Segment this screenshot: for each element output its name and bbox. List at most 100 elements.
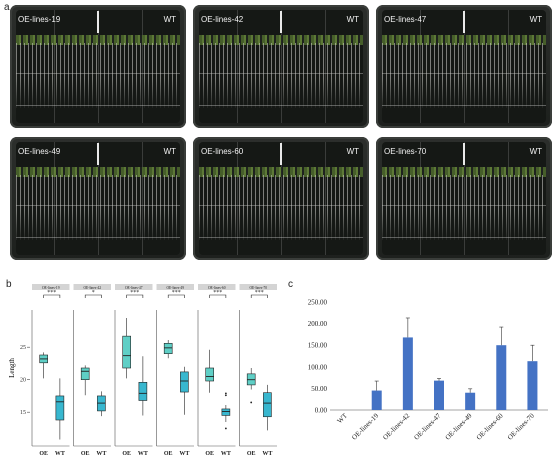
bar [371,390,382,410]
box-outlier [224,392,227,395]
box-oe [205,367,214,382]
seedling-shoots [16,35,180,45]
plate-divider-line [97,11,99,33]
plate-divider-line [463,143,465,165]
plate-photo: OE-lines-49 WT [10,137,186,260]
significance-stars: * [92,290,95,296]
facet-header [32,284,70,290]
x-tick-label: WT [55,451,65,457]
y-axis-label: Length [8,358,16,378]
seedling-roots [199,43,363,108]
y-tick-label: 15 [20,410,26,416]
x-tick-label: OE-lines-60 [475,411,505,441]
panel-label-b: b [6,279,12,290]
box-wt [221,408,231,416]
facet-title: OE-lines-70 [249,286,267,290]
y-tick-label: 250.00 [308,299,328,307]
box-wt [263,392,272,418]
plate-photo: OE-lines-42 WT [193,5,369,128]
plate-label-line: OE-lines-19 [18,15,61,24]
facet-header [115,284,153,290]
x-tick-label: WT [96,451,106,457]
bar [527,361,538,410]
panel-label-a: a [4,2,10,13]
box-oe [122,335,131,369]
facet-header [198,284,236,290]
bar [402,337,413,410]
x-tick-label: OE [247,451,256,457]
y-tick-label: 100.00 [308,363,328,371]
seedling-shoots [16,167,180,177]
facet-title: OE-lines-19 [42,286,60,290]
significance-bracket [167,294,185,298]
seedling-roots [199,175,363,240]
x-tick-label: OE-lines-47 [413,411,443,441]
seedling-roots [16,43,180,108]
plate-label-wt: WT [163,147,176,156]
significance-stars: *** [130,290,139,296]
significance-stars: *** [255,290,264,296]
box-wt [180,371,189,393]
significance-stars: *** [213,290,222,296]
plate-photo: OE-lines-60 WT [193,137,369,260]
seedling-shoots [199,35,363,45]
x-tick-label: OE-lines-49 [444,411,474,441]
facet-header [156,284,194,290]
box-outlier [224,427,227,430]
seedling-roots [382,43,546,108]
box-outlier [250,401,253,404]
x-tick-label: OE-lines-19 [350,411,380,441]
facet-header [73,284,111,290]
y-tick-label: 25 [20,345,26,351]
facet-title: OE-lines-60 [208,286,226,290]
x-tick-label: OE [164,451,173,457]
significance-bracket [84,294,102,298]
plate-label-wt: WT [346,15,359,24]
seedling-shoots [199,167,363,177]
x-tick-label: WT [221,451,231,457]
bar [496,345,507,410]
significance-bracket [43,294,61,298]
significance-stars: *** [172,290,181,296]
x-tick-label: WT [336,411,350,425]
facet-title: OE-lines-47 [125,286,143,290]
y-tick-label: 200.00 [308,320,328,328]
x-tick-label: OE [39,451,48,457]
x-tick-label: WT [138,451,148,457]
boxplot-chart: Length 15 20 25 OE-lines-19 *** OE WT OE-lines-… [8,284,277,457]
significance-bracket [126,294,144,298]
plate-photo: OE-lines-70 WT [376,137,552,260]
plate-photo: OE-lines-47 WT [376,5,552,128]
x-tick-label: OE [122,451,131,457]
bar [465,392,476,410]
x-tick-label: OE-lines-70 [506,411,536,441]
plate-label-line: OE-lines-42 [201,15,244,24]
significance-bracket [250,294,268,298]
significance-bracket [209,294,227,298]
seedling-shoots [382,167,546,177]
y-tick-label: 150.00 [308,342,328,350]
y-tick-label: 0.00 [315,407,328,415]
seedling-shoots [382,35,546,45]
x-tick-label: OE [205,451,214,457]
facet-title: OE-lines-49 [166,286,184,290]
plate-label-wt: WT [346,147,359,156]
plate-divider-line [97,143,99,165]
box-oe [163,343,173,355]
x-tick-label: OE-lines-42 [381,411,411,441]
x-tick-label: WT [179,451,189,457]
plate-label-line: OE-lines-60 [201,147,244,156]
plate-photo: OE-lines-19 WT [10,5,186,128]
box-wt [138,382,148,401]
x-tick-label: OE [81,451,90,457]
box-outlier [224,394,227,397]
plate-label-line: OE-lines-47 [384,15,427,24]
x-tick-label: WT [262,451,272,457]
facet-title: OE-lines-42 [83,286,101,290]
plate-divider-line [280,143,282,165]
y-tick-label: 20 [20,378,26,384]
plate-label-line: OE-lines-49 [18,147,61,156]
facet-header [239,284,277,290]
bar [434,380,444,410]
